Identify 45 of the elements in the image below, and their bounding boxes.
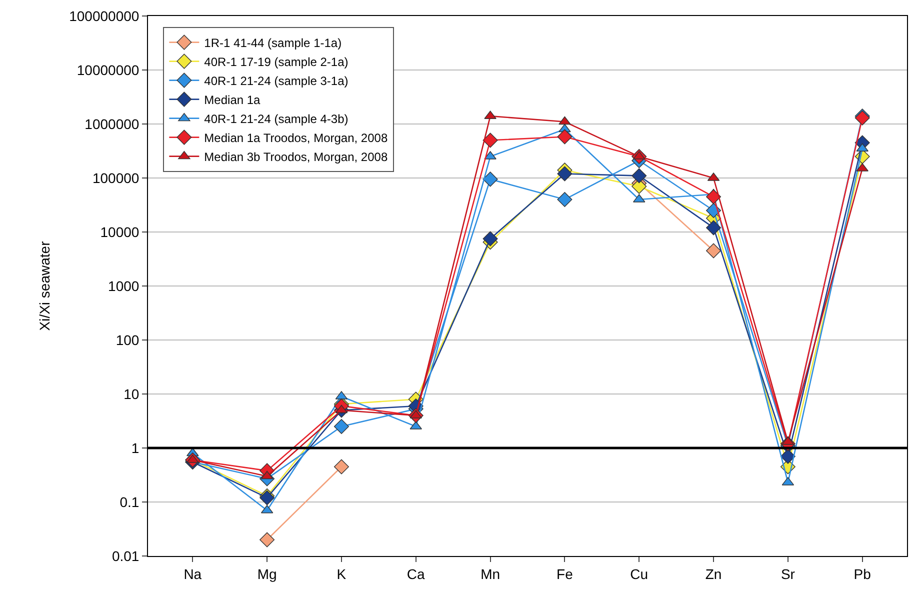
point — [706, 220, 722, 236]
y-tick-label: 1 — [131, 440, 140, 456]
point — [260, 532, 275, 548]
point — [334, 459, 349, 474]
x-tick-label: Pb — [854, 566, 872, 582]
y-axis-title: Xi/Xi seawater — [36, 240, 53, 331]
y-tick-label: 100000 — [92, 170, 140, 186]
legend-label: 40R-1 21-24 (sample 4-3b) — [204, 112, 348, 126]
x-tick-label: Zn — [705, 566, 722, 582]
legend-label: 1R-1 41-44 (sample 1-1a) — [204, 36, 342, 50]
x-tick-label: Mg — [257, 566, 277, 582]
point — [557, 129, 572, 144]
point — [706, 243, 722, 258]
point — [557, 166, 572, 182]
y-tick-label: 100 — [116, 332, 140, 348]
point — [706, 189, 722, 204]
y-tick-label: 1000000 — [84, 116, 140, 132]
y-tick-label: 0.1 — [120, 494, 140, 510]
legend-label: 40R-1 17-19 (sample 2-1a) — [204, 54, 348, 69]
legend-label: Median 3b Troodos, Morgan, 2008 — [204, 150, 388, 164]
point — [558, 116, 571, 125]
legend-label: Median 1a — [204, 92, 261, 107]
y-tick-label: 1000 — [108, 278, 140, 294]
y-tick-label: 0.01 — [112, 548, 140, 564]
point — [632, 168, 647, 184]
point — [482, 231, 498, 246]
point — [706, 203, 722, 218]
point — [482, 132, 498, 148]
legend-label: 40R-1 21-24 (sample 3-1a) — [204, 74, 348, 88]
x-tick-label: Ca — [406, 566, 426, 582]
x-tick-label: Fe — [556, 566, 574, 582]
y-tick-label: 100000000 — [69, 8, 140, 24]
point — [557, 192, 572, 207]
y-tick-label: 10000000 — [76, 62, 140, 78]
y-tick-label: 10000 — [100, 224, 140, 240]
y-tick-label: 10 — [124, 386, 140, 402]
x-tick-label: K — [336, 566, 347, 582]
x-tick-label: Na — [184, 566, 202, 582]
x-tick-label: Cu — [630, 566, 648, 582]
legend-label: Median 1a Troodos, Morgan, 2008 — [204, 130, 388, 145]
x-tick-label: Sr — [780, 566, 796, 582]
point — [780, 448, 796, 464]
point — [482, 172, 498, 187]
x-tick-label: Mn — [480, 566, 500, 582]
point — [334, 419, 349, 434]
